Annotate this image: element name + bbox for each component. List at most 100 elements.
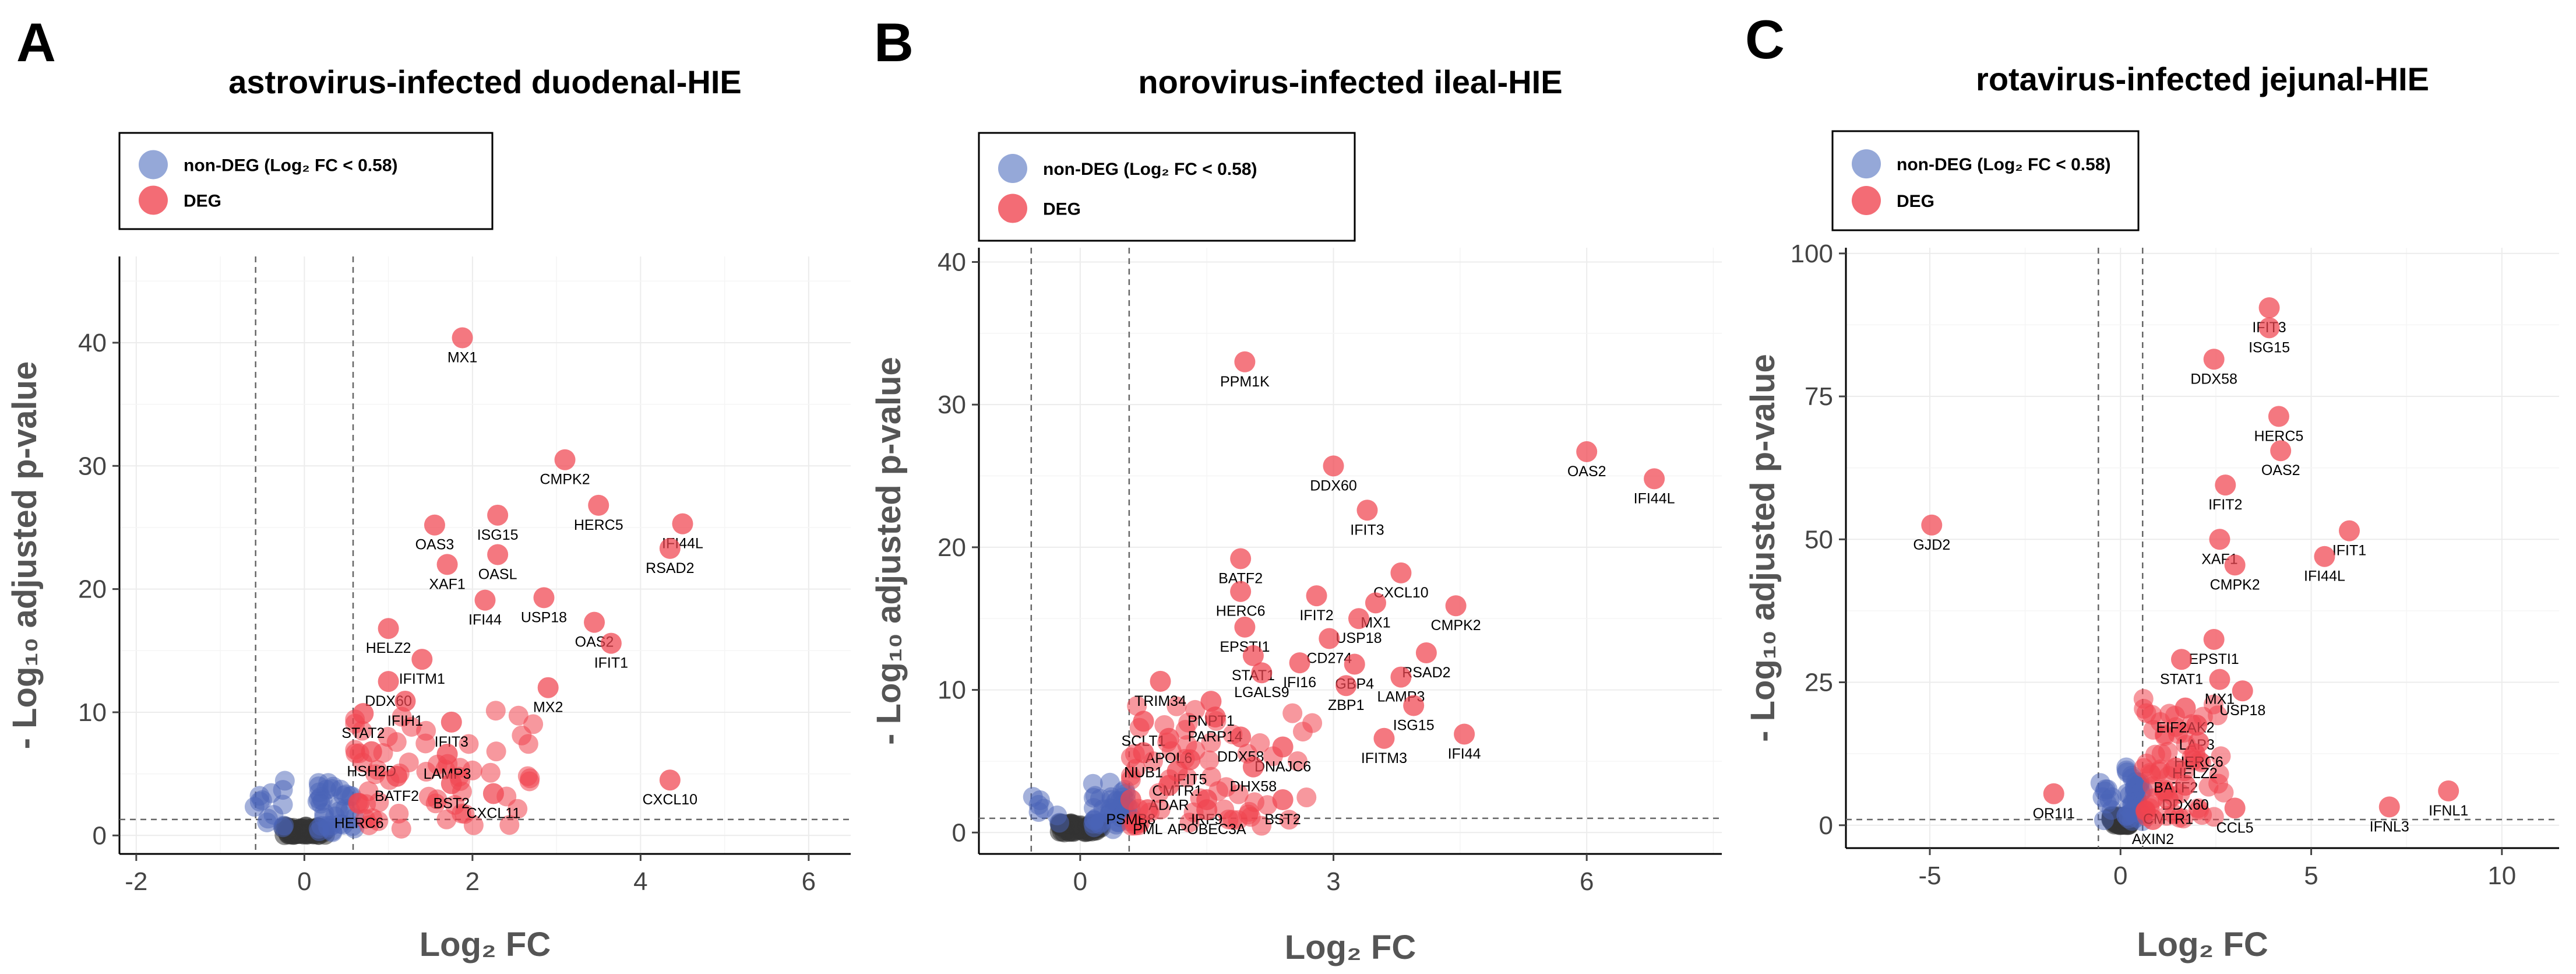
gene-point [2258, 317, 2280, 339]
gene-point [2209, 529, 2230, 550]
gene-label: PPM1K [1220, 374, 1270, 390]
gene-point [1137, 799, 1158, 821]
gene-point [2171, 649, 2192, 670]
background-points [244, 701, 544, 845]
x-tick-label: 3 [1326, 867, 1340, 896]
deg-point [1127, 696, 1147, 716]
deg-point [1201, 732, 1221, 753]
gene-point [1344, 653, 1365, 675]
deg-point [416, 720, 436, 741]
y-axis-title: - Log₁₀ adjusted p-value [6, 361, 44, 750]
gene-label: XAF1 [429, 576, 466, 592]
gene-point [2184, 743, 2205, 765]
gene-point [1150, 670, 1171, 692]
nondeg-point [1089, 814, 1109, 834]
gene-point [441, 773, 462, 794]
gene-label: IFNL3 [2370, 818, 2409, 835]
gene-point [487, 504, 509, 526]
gene-point [1230, 548, 1252, 569]
legend-frame [1831, 130, 2140, 231]
deg-point [346, 743, 366, 764]
x-tick-label: -2 [125, 867, 147, 896]
gene-point [2224, 797, 2246, 819]
x-tick-label: 4 [633, 867, 647, 896]
deg-point [450, 758, 470, 778]
y-axis-title: - Log₁₀ adjusted p-value [1744, 354, 1782, 742]
x-tick-label: 0 [297, 867, 311, 896]
deg-point [1178, 712, 1199, 733]
nondeg-point [2102, 787, 2122, 807]
deg-point [1216, 777, 1236, 797]
nondeg-point [2117, 762, 2137, 782]
gene-label: IFITM1 [399, 671, 445, 687]
deg-point [427, 789, 447, 810]
nondeg-point [1049, 813, 1070, 833]
gene-label: TRIM34 [1134, 693, 1186, 709]
nondeg-point [249, 792, 270, 812]
legend-nondeg-marker [1852, 149, 1881, 179]
gene-point [2378, 796, 2400, 818]
legend-label: non-DEG (Log₂ FC < 0.58) [184, 156, 398, 175]
gene-label: CMPK2 [1431, 617, 1481, 634]
x-tick-label: 6 [1580, 867, 1594, 896]
gene-point [1272, 736, 1294, 758]
gene-point [411, 649, 433, 670]
gene-point [1158, 775, 1179, 796]
panel-title: astrovirus-infected duodenal-HIE [228, 64, 742, 100]
deg-point [436, 809, 457, 829]
x-tick-label: 0 [1073, 867, 1087, 896]
gene-label: HERC6 [334, 815, 384, 831]
deg-point [1218, 809, 1239, 829]
y-tick-label: 10 [78, 698, 107, 727]
x-tick-label: 5 [2304, 862, 2318, 890]
nondeg-point [273, 794, 293, 815]
legend-label: non-DEG (Log₂ FC < 0.58) [1043, 160, 1257, 179]
gene-point [1200, 691, 1222, 712]
deg-point [365, 764, 386, 785]
legend-label: DEG [1043, 200, 1081, 219]
x-axis-title: Log₂ FC [420, 926, 551, 964]
gene-label: ISG15 [1393, 718, 1435, 734]
y-tick-label: 0 [93, 821, 107, 850]
deg-point [1302, 713, 1323, 733]
gene-label: USP18 [1335, 630, 1382, 646]
deg-point [1296, 787, 1317, 807]
y-tick-label: 0 [1819, 811, 1833, 840]
y-tick-label: 40 [78, 329, 107, 357]
gene-label: OAS3 [415, 537, 454, 553]
gene-point [1230, 726, 1252, 748]
gene-point [600, 632, 622, 654]
gene-point [348, 793, 370, 814]
x-tick-label: 0 [2113, 862, 2127, 890]
nondeg-point [1083, 773, 1103, 794]
gene-label: APOBEC3A [1168, 821, 1246, 838]
legend-deg-marker [998, 194, 1027, 223]
gene-label: AXIN2 [2132, 831, 2174, 848]
gene-point [2209, 669, 2230, 690]
panel-letter: B [874, 12, 914, 73]
gene-point [1390, 562, 1412, 583]
gene-label: OR1I1 [2033, 806, 2075, 822]
nondeg-point [311, 787, 331, 807]
gene-point [436, 554, 458, 575]
deg-point [1167, 696, 1187, 716]
deg-point [518, 734, 538, 754]
nondeg-point [274, 771, 295, 791]
gene-point [1373, 727, 1395, 749]
gene-point [2258, 297, 2280, 318]
legend: non-DEG (Log₂ FC < 0.58) DEG [1831, 130, 2140, 231]
gene-point [1204, 706, 1226, 728]
gene-point [474, 589, 496, 611]
y-tick-label: 40 [938, 248, 966, 276]
deg-point [1238, 804, 1259, 825]
deg-point [1121, 815, 1141, 836]
y-tick-label: 30 [78, 452, 107, 480]
deg-point [2214, 782, 2234, 803]
deg-point [1279, 810, 1299, 830]
deg-point [2209, 764, 2229, 785]
gene-point [436, 743, 458, 765]
gene-point [353, 703, 374, 725]
gene-label: ISG15 [2249, 339, 2290, 356]
nondeg-point [1100, 772, 1120, 793]
